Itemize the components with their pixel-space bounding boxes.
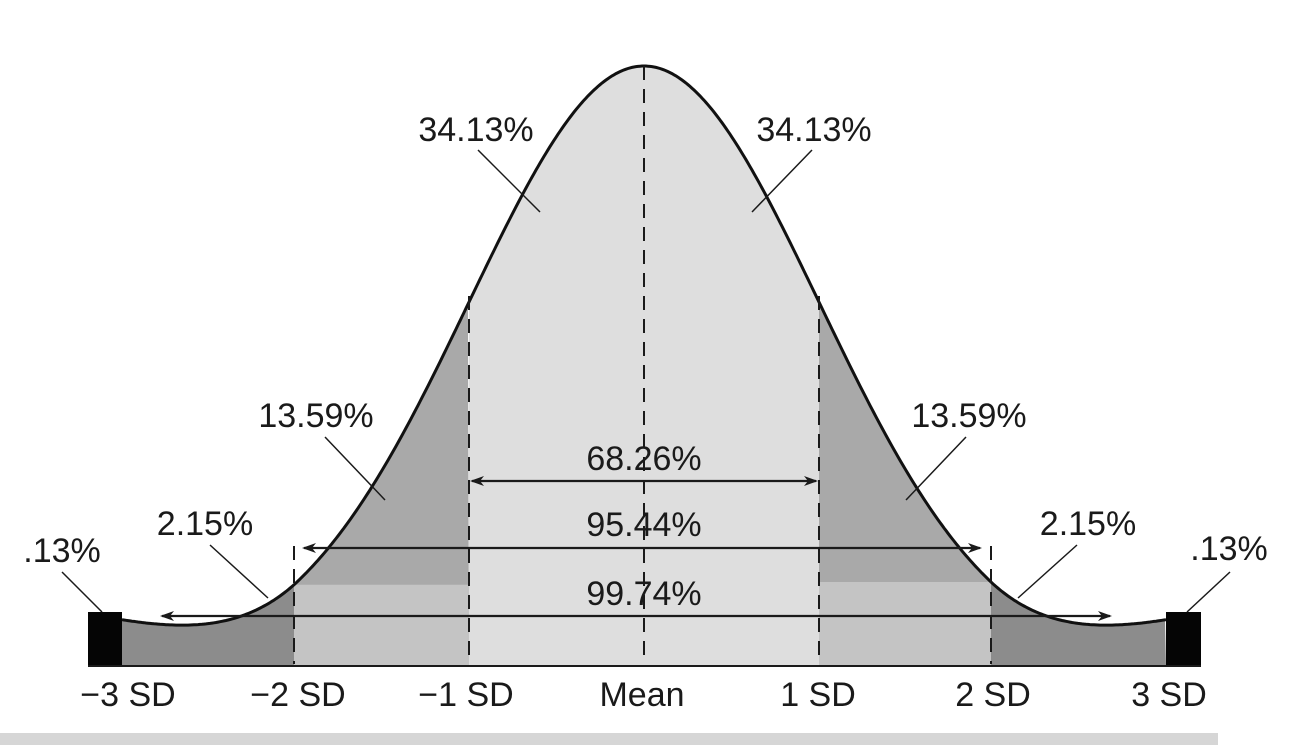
extreme-tail-right (1166, 612, 1201, 666)
band-right-second-sd-light (819, 582, 991, 666)
band-left-second-sd (294, 304, 469, 666)
leader-right-tail (1186, 571, 1231, 613)
leader-right-third (1017, 544, 1078, 599)
tick-plus-1sd: 1 SD (780, 676, 856, 714)
label-range-two-sd: 95.44% (586, 506, 701, 544)
label-right-inner: 34.13% (756, 111, 871, 149)
label-right-third: 2.15% (1040, 505, 1136, 543)
tick-minus-2sd: −2 SD (250, 676, 345, 714)
tick-plus-3sd: 3 SD (1131, 676, 1207, 714)
leader-left-inner (477, 149, 541, 213)
label-left-tail: .13% (23, 532, 101, 570)
tick-minus-3sd: −3 SD (80, 676, 175, 714)
label-right-tail: .13% (1190, 530, 1268, 568)
tick-minus-1sd: −1 SD (418, 676, 513, 714)
label-range-three-sd: 99.74% (586, 575, 701, 613)
leader-right-second (905, 436, 967, 501)
tick-mean: Mean (599, 676, 684, 714)
label-left-inner: 34.13% (418, 111, 533, 149)
leader-left-tail (61, 571, 103, 613)
label-left-third: 2.15% (157, 505, 253, 543)
tick-plus-2sd: 2 SD (955, 676, 1031, 714)
footer-bar (0, 733, 1218, 745)
leader-left-third (209, 544, 269, 599)
label-left-second: 13.59% (258, 397, 373, 435)
leader-left-second (324, 436, 386, 501)
band-left-third-sd (122, 584, 294, 666)
leader-right-inner (751, 149, 813, 213)
extreme-tail-left (88, 612, 122, 666)
label-range-one-sd: 68.26% (586, 440, 701, 478)
band-left-second-sd-light (294, 584, 469, 666)
label-right-second: 13.59% (911, 397, 1026, 435)
